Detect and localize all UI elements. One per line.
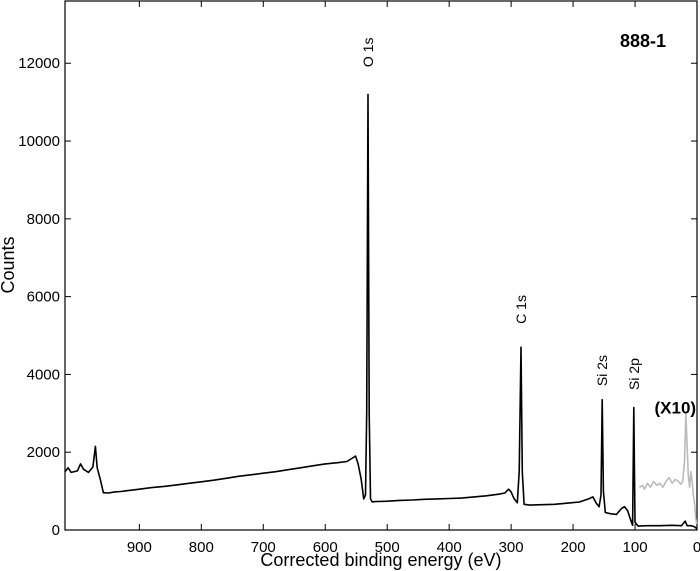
x-tick-label: 200 [561, 539, 586, 556]
peak-label: C 1s [513, 295, 529, 324]
x-axis-label: Corrected binding energy (eV) [260, 550, 501, 570]
x-tick-label: 700 [251, 539, 276, 556]
chart-title: 888-1 [620, 31, 666, 51]
peak-label: (X10) [655, 398, 697, 417]
y-axis: 0 2000 4000 6000 8000 10000 12000 [18, 55, 697, 539]
series-line [638, 412, 698, 527]
plot-area [64, 0, 698, 531]
x-tick-label: 600 [313, 539, 338, 556]
x-tick-label: 800 [189, 539, 214, 556]
x-axis: 900 800 700 600 500 400 300 200 100 0 [127, 1, 700, 556]
y-tick-label: 0 [52, 522, 60, 539]
y-tick-label: 10000 [18, 133, 60, 150]
peak-label: O 1s [360, 38, 376, 68]
plot-frame [64, 0, 698, 531]
x-tick-label: 100 [623, 539, 648, 556]
y-axis-label: Counts [0, 236, 18, 293]
peak-label: Si 2s [594, 355, 610, 386]
y-tick-label: 2000 [27, 444, 60, 461]
peak-label: Si 2p [626, 358, 642, 390]
x-tick-label: 900 [127, 539, 152, 556]
x-tick-label: 300 [499, 539, 524, 556]
peak-annotations: O 1s C 1s Si 2s Si 2p (X10) [360, 38, 696, 418]
series-line [64, 93, 698, 530]
x-tick-label: 0 [693, 539, 700, 556]
y-tick-label: 4000 [27, 366, 60, 383]
x-tick-label: 400 [437, 539, 462, 556]
x-tick-label: 500 [375, 539, 400, 556]
y-tick-label: 8000 [27, 211, 60, 228]
y-tick-label: 6000 [27, 289, 60, 306]
y-tick-label: 12000 [18, 55, 60, 72]
